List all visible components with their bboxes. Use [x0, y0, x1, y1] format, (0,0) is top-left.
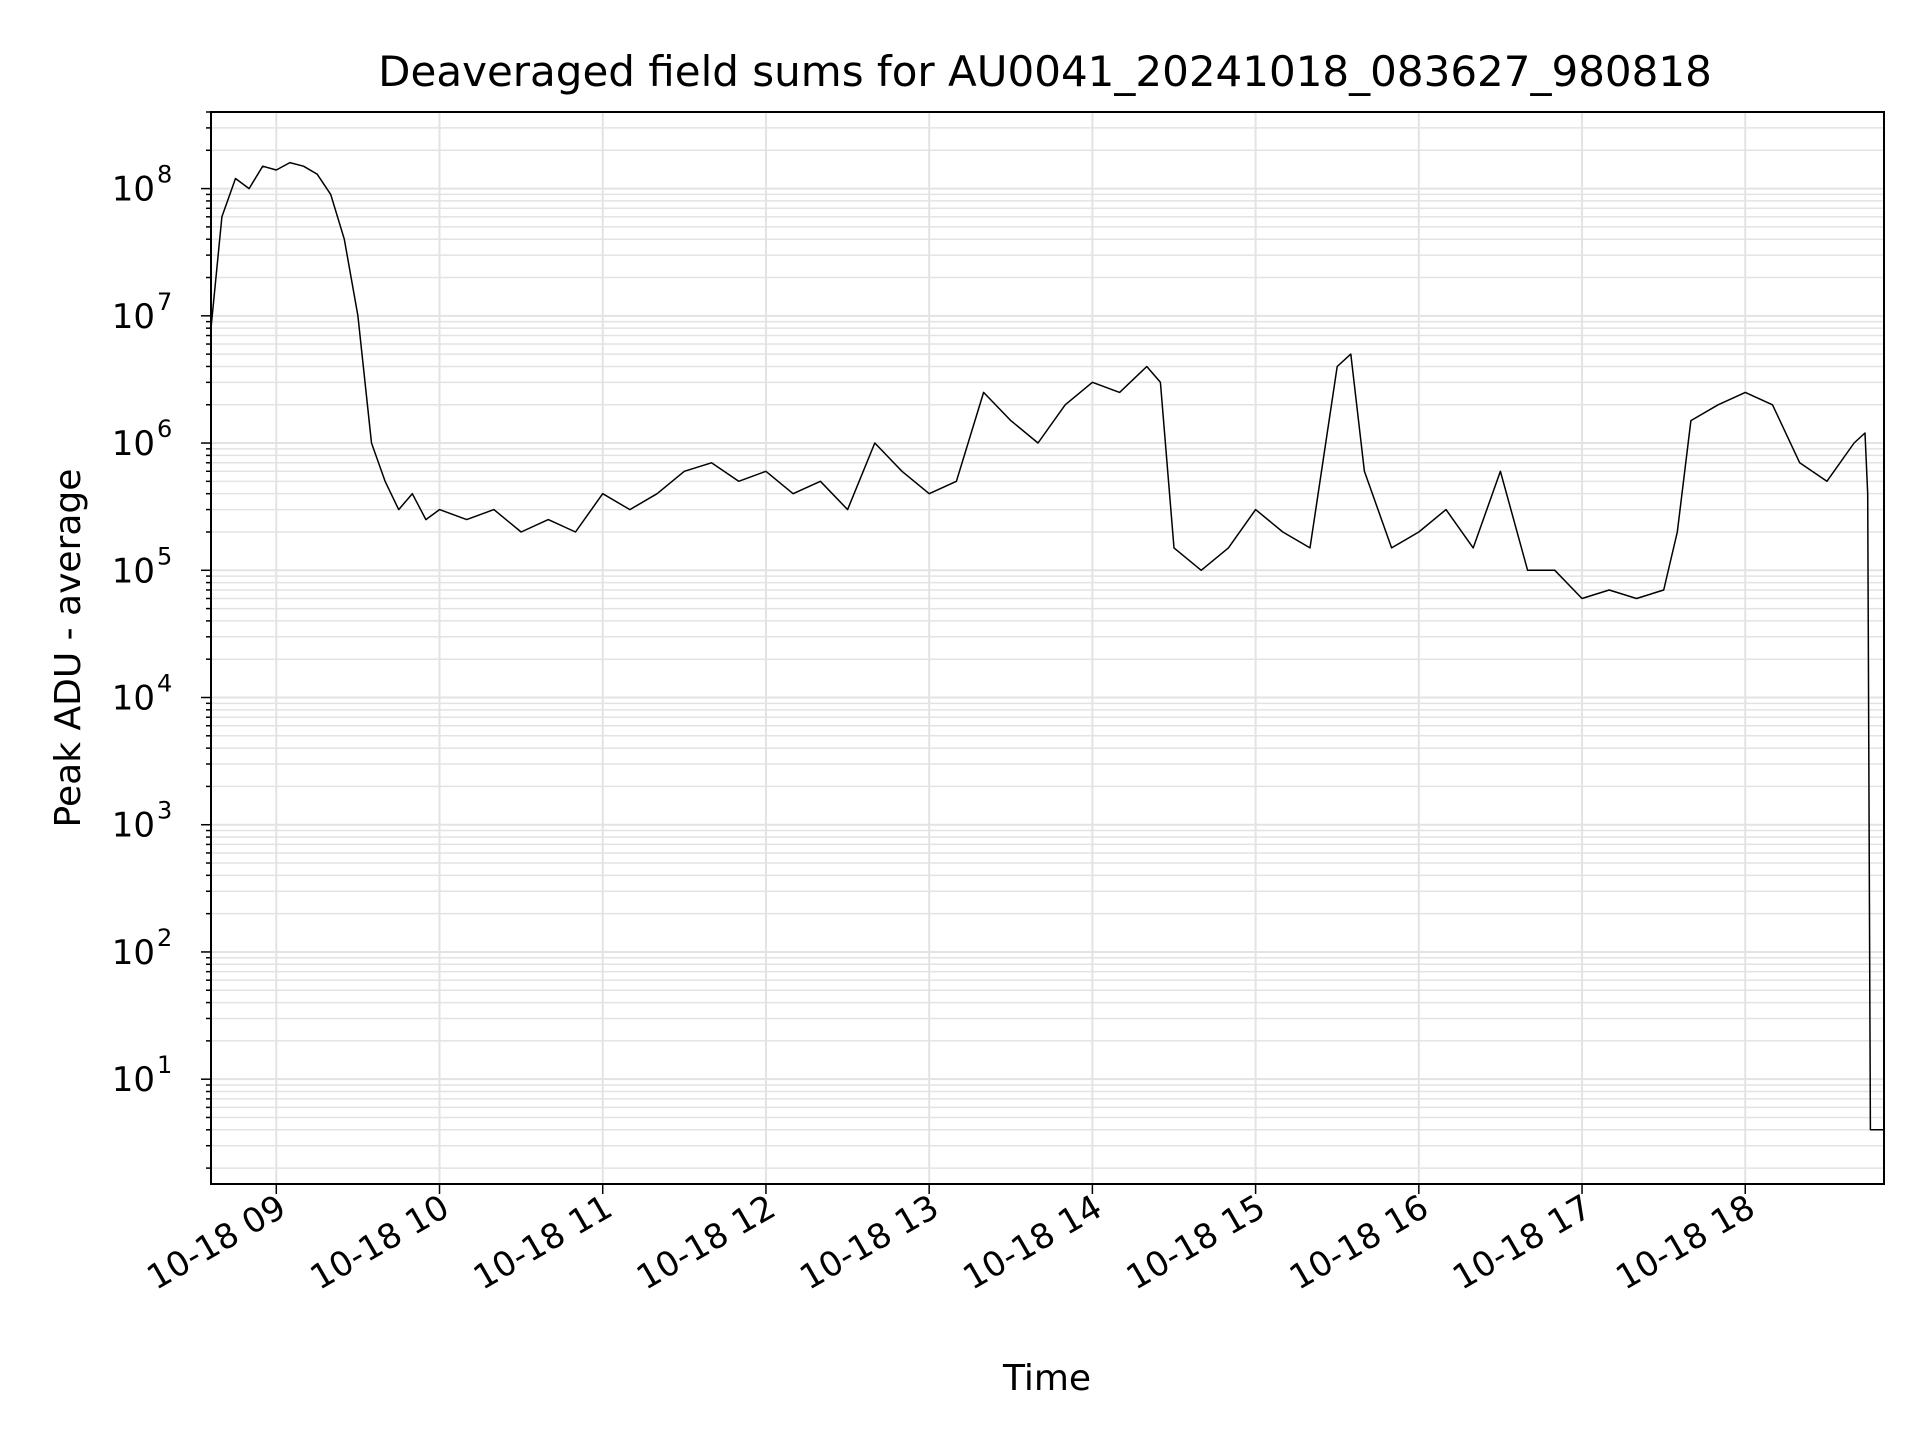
- x-tick-label: 10-18 17: [1446, 1187, 1598, 1298]
- x-tick-label: 10-18 11: [467, 1187, 619, 1298]
- y-tick-label: 10: [112, 551, 155, 591]
- y-tick-label: 10: [112, 297, 155, 337]
- x-tick-label: 10-18 14: [956, 1187, 1108, 1298]
- y-tick-exponent: 7: [157, 288, 172, 316]
- chart-title: Deaveraged field sums for AU0041_2024101…: [378, 47, 1712, 96]
- x-axis-label: Time: [1002, 1358, 1091, 1399]
- x-tick-label: 10-18 18: [1609, 1187, 1761, 1298]
- y-tick-label: 10: [112, 933, 155, 973]
- y-tick-exponent: 2: [157, 924, 172, 952]
- series-line: [210, 161, 1884, 1131]
- x-tick-label: 10-18 13: [793, 1187, 945, 1298]
- y-tick-exponent: 4: [157, 670, 172, 698]
- x-tick-label: 10-18 09: [140, 1187, 292, 1298]
- x-tick-label: 10-18 16: [1283, 1187, 1435, 1298]
- y-tick-exponent: 5: [157, 542, 172, 570]
- y-tick-exponent: 3: [157, 797, 172, 825]
- y-tick-exponent: 1: [157, 1051, 172, 1079]
- y-tick-label: 10: [112, 424, 155, 464]
- x-tick-label: 10-18 15: [1120, 1187, 1272, 1298]
- y-tick-label: 10: [112, 1060, 155, 1100]
- y-tick-exponent: 6: [157, 415, 172, 443]
- x-tick-label: 10-18 12: [630, 1187, 782, 1298]
- x-axis-ticks: 10-18 09 10-18 10 10-18 11 10-18 12 10-18 13…: [140, 1184, 1762, 1298]
- y-tick-label: 10: [112, 170, 155, 210]
- x-tick-label: 10-18 10: [304, 1187, 456, 1298]
- y-tick-label: 10: [112, 679, 155, 719]
- plot-frame: [210, 111, 1885, 1185]
- y-axis-label: Peak ADU - average: [48, 469, 89, 828]
- grid-lines: [211, 111, 1884, 1184]
- series-group: [210, 161, 1884, 1131]
- y-tick-exponent: 8: [157, 161, 172, 189]
- y-tick-label: 10: [112, 806, 155, 846]
